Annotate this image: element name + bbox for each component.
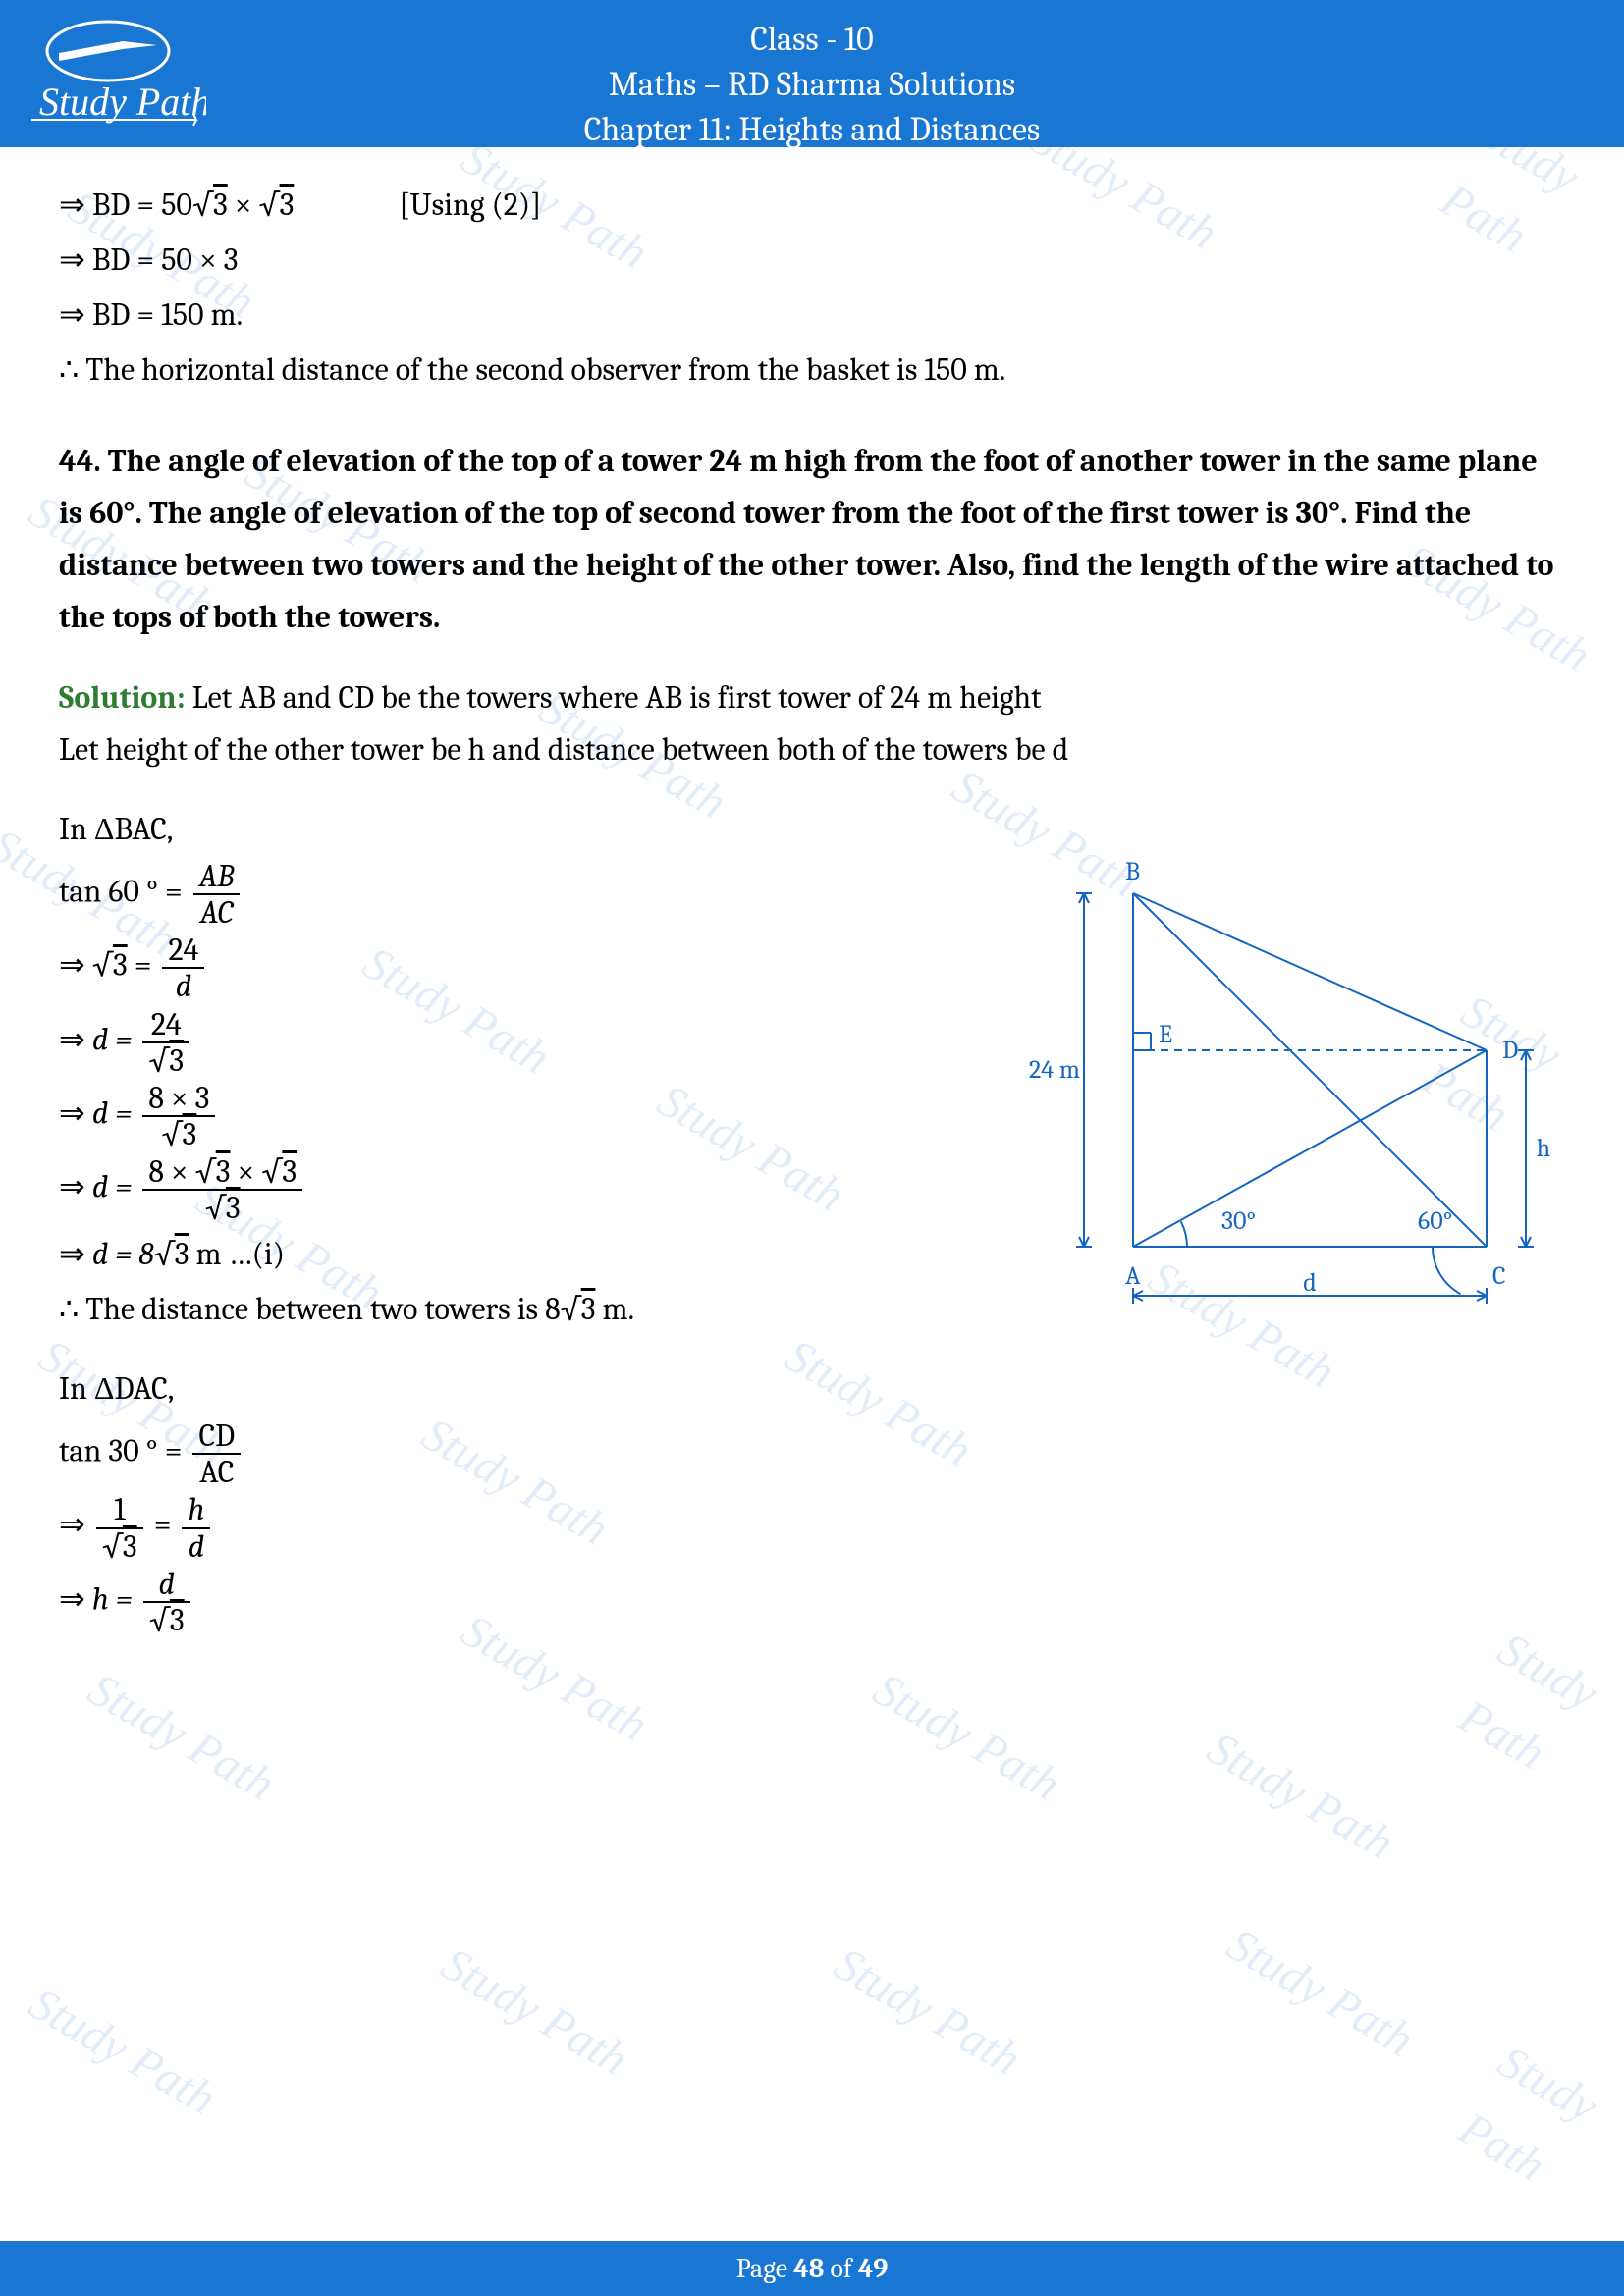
watermark: Study Path: [1444, 1612, 1624, 1822]
logo: Study Path: [29, 12, 206, 133]
solution-label: Solution:: [59, 679, 186, 716]
prev-eq-1: ⇒ BD = 50√3 × √3 [Using (2)]: [59, 180, 1565, 232]
header-subject: Maths – RD Sharma Solutions: [59, 63, 1565, 108]
svg-text:B: B: [1125, 857, 1140, 886]
page-footer: Page 48 of 49: [0, 2241, 1624, 2296]
svg-text:24 m: 24 m: [1029, 1055, 1080, 1085]
page: Study Path Class - 10 Maths – RD Sharma …: [0, 0, 1624, 2296]
watermark: Study Path: [14, 1966, 231, 2136]
watermark: Study Path: [426, 1927, 643, 2097]
page-content: Study PathStudy PathStudy PathStudy Path…: [0, 147, 1624, 1738]
watermark: Study Path: [819, 1927, 1036, 2097]
towers-diagram: A B C D E 30° 60° 24 m d h: [1015, 834, 1565, 1345]
question-text: The angle of elevation of the top of a t…: [59, 443, 1553, 634]
header-class: Class - 10: [59, 18, 1565, 63]
svg-text:E: E: [1159, 1020, 1172, 1049]
svg-text:C: C: [1492, 1261, 1506, 1291]
eq-tan30: tan 30 ° = CDAC: [59, 1418, 1565, 1489]
prev-conclusion: ∴ The horizontal distance of the second …: [59, 345, 1565, 397]
eq-1-sqrt3-hd: ⇒ 1√3 = hd: [59, 1492, 1565, 1563]
triangle-dac-header: In ΔDAC,: [59, 1363, 1565, 1415]
svg-text:d: d: [1303, 1268, 1317, 1298]
logo-text: Study Path: [39, 80, 206, 124]
watermark: Study Path: [1444, 2024, 1624, 2234]
svg-text:D: D: [1502, 1036, 1518, 1065]
using-note: [Using (2)]: [399, 187, 541, 223]
eq-h-d-sqrt3: ⇒ h = d√3: [59, 1567, 1565, 1637]
question-44: 44. The angle of elevation of the top of…: [59, 436, 1565, 643]
watermark: Study Path: [1192, 1711, 1409, 1881]
question-number: 44.: [59, 443, 101, 479]
header-chapter: Chapter 11: Heights and Distances: [59, 108, 1565, 153]
prev-eq-2: ⇒ BD = 50 × 3: [59, 235, 1565, 287]
svg-text:30°: 30°: [1221, 1206, 1256, 1236]
solution-intro-2: Let height of the other tower be h and d…: [59, 724, 1565, 776]
page-header: Study Path Class - 10 Maths – RD Sharma …: [0, 0, 1624, 147]
watermark: Study Path: [1212, 1907, 1429, 2077]
watermark: Study Path: [73, 1652, 290, 1822]
solution-intro: Solution: Let AB and CD be the towers wh…: [59, 672, 1565, 724]
watermark: Study Path: [858, 1652, 1075, 1822]
svg-text:h: h: [1537, 1134, 1550, 1163]
svg-text:60°: 60°: [1418, 1206, 1452, 1236]
prev-eq-3: ⇒ BD = 150 m.: [59, 290, 1565, 342]
svg-text:A: A: [1125, 1261, 1141, 1291]
